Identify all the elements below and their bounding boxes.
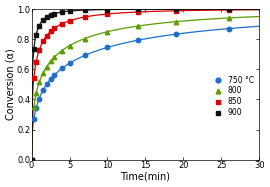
X-axis label: Time(min): Time(min) xyxy=(120,171,170,181)
Legend: 750 °C, 800, 850, 900: 750 °C, 800, 850, 900 xyxy=(208,74,255,119)
Y-axis label: Conversion (α): Conversion (α) xyxy=(6,48,16,120)
